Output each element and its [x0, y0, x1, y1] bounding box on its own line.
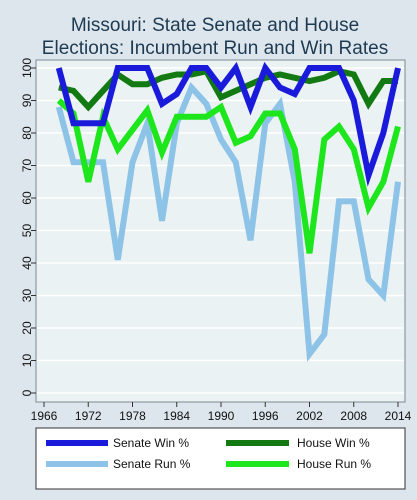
x-tick-label: 1972 — [75, 409, 102, 423]
legend-label-senate-run: Senate Run % — [113, 457, 191, 471]
x-tick-label: 1996 — [252, 409, 279, 423]
y-tick-label: 90 — [20, 94, 34, 108]
legend: Senate Win % House Win % Senate Run % House… — [35, 427, 406, 490]
x-tick-label: 1984 — [163, 409, 190, 423]
chart-title-line-2: Elections: Incumbent Run and Win Rates — [42, 38, 388, 59]
y-tick-label: 20 — [20, 321, 34, 335]
y-tick-label: 0 — [20, 389, 34, 396]
x-tick-label: 1978 — [119, 409, 146, 423]
x-tick-label: 2002 — [296, 409, 323, 423]
y-tick-label: 40 — [20, 256, 34, 270]
series-line-senate-run — [55, 81, 401, 363]
series-line-senate-win — [55, 61, 401, 187]
y-tick-label: 100 — [20, 58, 34, 78]
y-tick-label: 30 — [20, 289, 34, 303]
axes: 0 10 20 30 40 50 60 70 80 90 100 1966 1972 1978 1984 19… — [20, 58, 412, 423]
x-tick-label: 1990 — [208, 409, 235, 423]
legend-label-house-run: House Run % — [297, 457, 371, 471]
x-tick-label: 2008 — [340, 409, 367, 423]
y-tick-label: 70 — [20, 159, 34, 173]
chart-title-line-1: Missouri: State Senate and House — [71, 15, 359, 36]
y-tick-label: 10 — [20, 354, 34, 368]
legend-label-senate-win: Senate Win % — [113, 436, 189, 450]
y-tick-label: 80 — [20, 126, 34, 140]
y-tick-label: 60 — [20, 191, 34, 205]
series-line-house-run — [56, 98, 401, 254]
legend-box — [35, 427, 406, 490]
series-lines — [55, 61, 401, 363]
y-tick-label: 50 — [20, 224, 34, 238]
x-tick-label: 1966 — [31, 409, 58, 423]
legend-label-house-win: House Win % — [297, 436, 370, 450]
x-tick-label: 2014 — [385, 409, 412, 423]
